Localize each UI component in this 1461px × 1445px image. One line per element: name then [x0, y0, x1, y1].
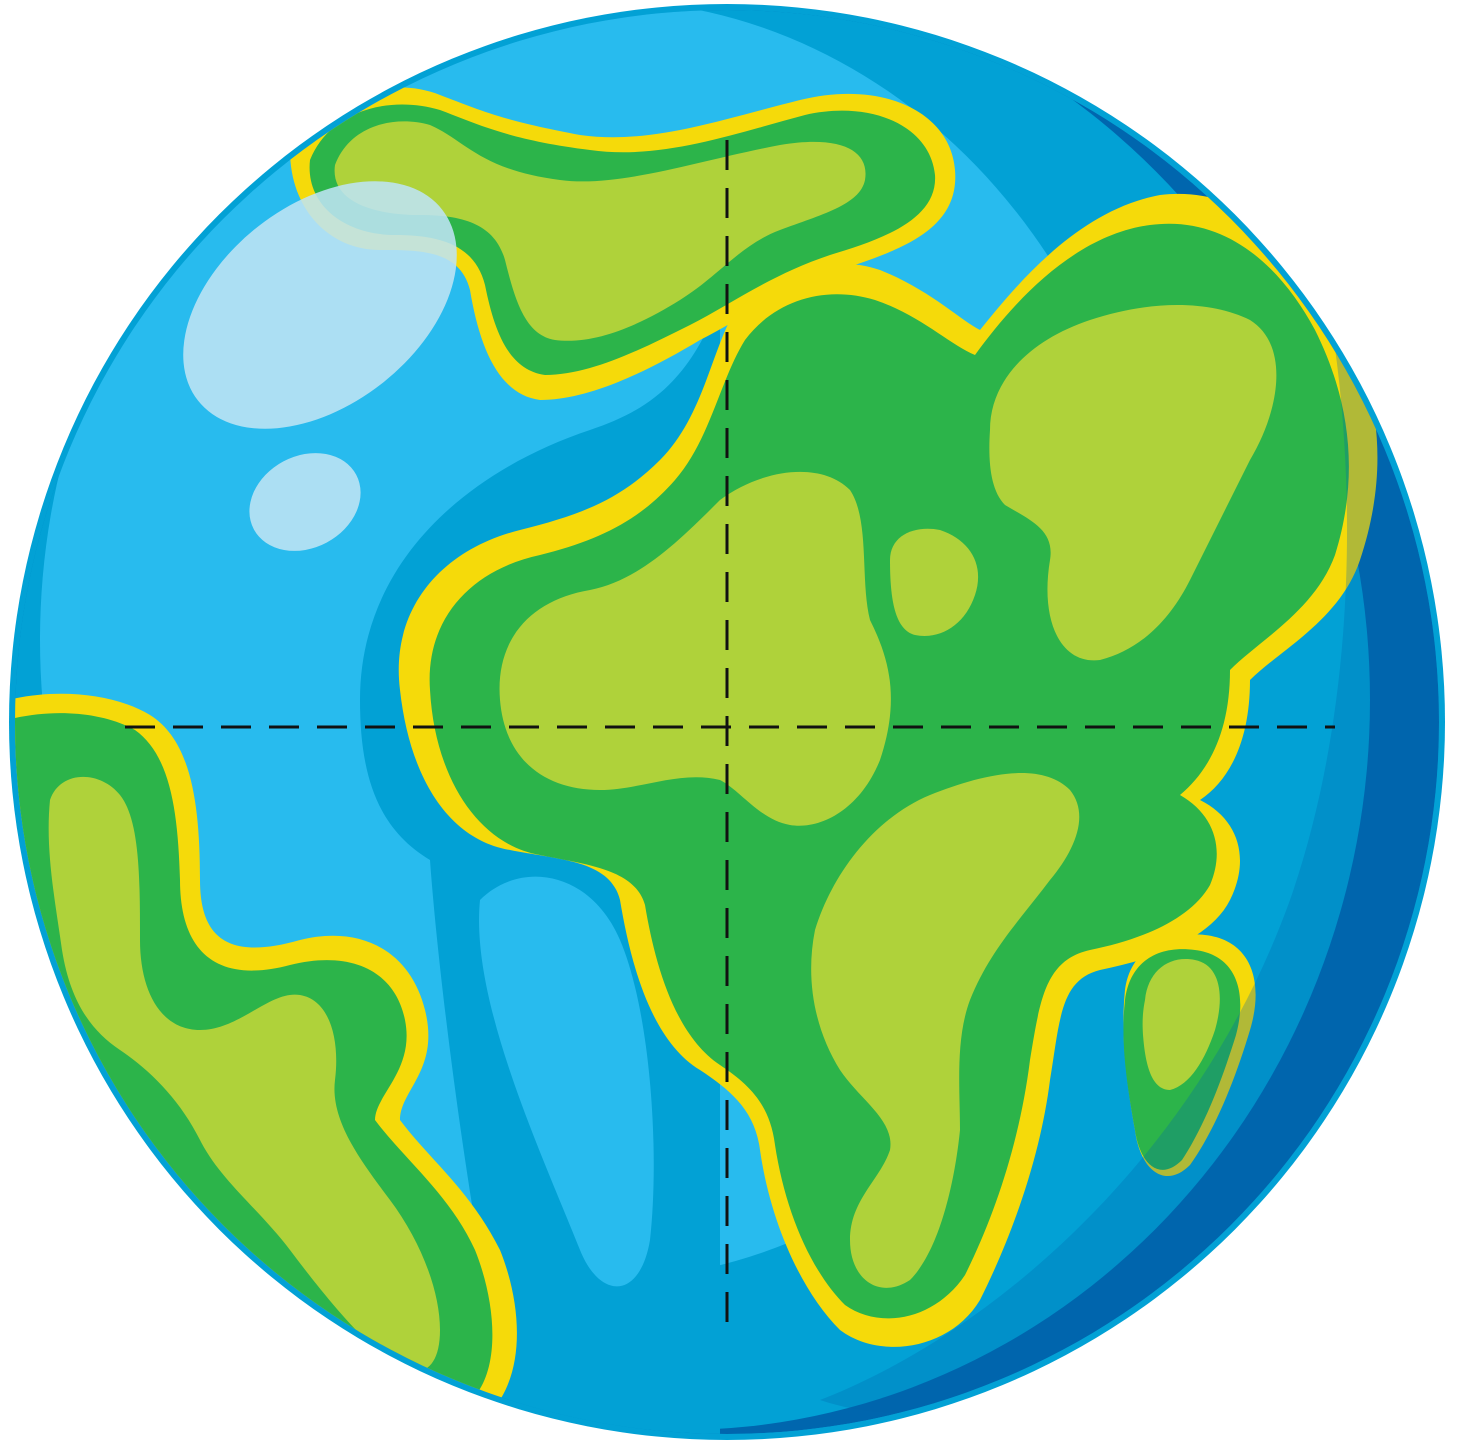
continent-north — [290, 87, 956, 400]
glare-small — [249, 453, 361, 551]
ocean-light-stripe — [479, 876, 654, 1287]
continent-east — [398, 193, 1378, 1347]
island-southeast — [1123, 934, 1256, 1177]
globe-shade-overlay — [820, 260, 1439, 1414]
glare-large — [183, 181, 457, 429]
